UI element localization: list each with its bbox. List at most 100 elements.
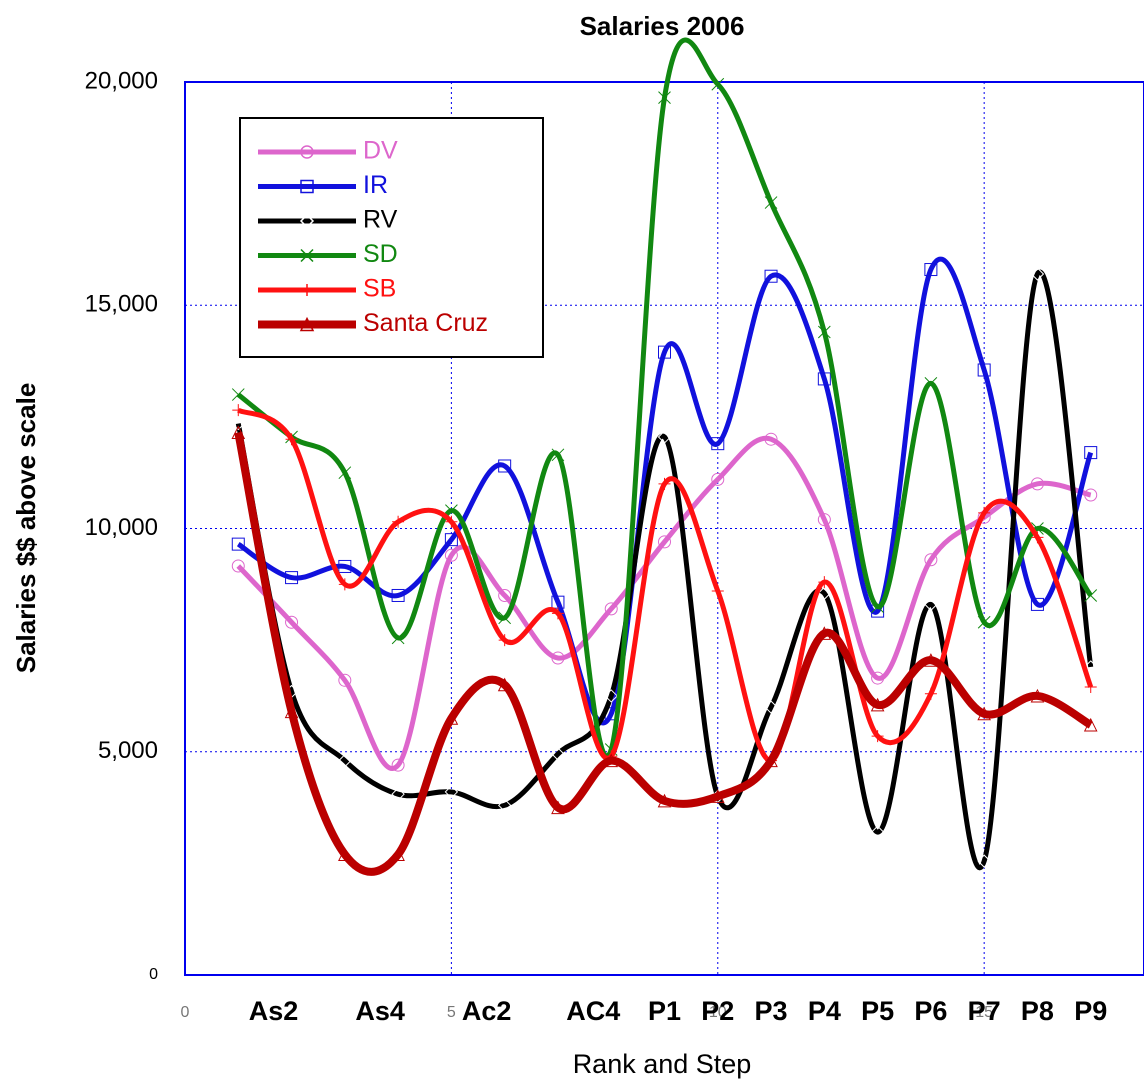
legend-label: IR [363,171,388,199]
marker [551,747,565,761]
marker [817,586,832,600]
marker [338,559,352,573]
marker [498,588,512,602]
x-category-label: P6 [914,996,947,1026]
marker [497,677,512,692]
x-tick-label: 5 [447,1004,456,1021]
marker [924,653,938,667]
marker [299,316,315,332]
series-line [234,431,1093,876]
marker [300,145,314,159]
x-category-label: As2 [249,996,299,1026]
marker [1084,488,1098,502]
marker [232,404,245,417]
legend-label: SB [363,275,396,303]
marker [1030,267,1045,281]
marker [231,425,246,440]
marker [658,535,671,549]
marker [338,753,352,768]
marker [498,634,511,647]
marker [338,466,352,480]
x-category-label: P1 [648,996,681,1026]
marker [924,263,938,277]
marker [711,472,725,486]
legend-label: DV [363,137,398,165]
marker [977,363,991,377]
plot-border [184,81,1144,976]
marker [870,697,885,712]
marker [764,700,778,714]
legend-label: Santa Cruz [363,309,488,337]
marker [764,753,778,768]
marker [338,847,352,861]
marker [444,785,459,799]
marker [444,548,458,562]
marker [231,537,245,551]
legend-box [239,117,544,358]
marker [338,578,351,591]
marker [978,506,991,519]
marker [977,854,991,868]
marker [817,626,832,640]
marker [871,671,885,685]
marker [498,611,512,625]
marker [710,789,725,803]
x-category-label: P7 [968,996,1001,1026]
x-tick-label: 10 [709,1004,727,1021]
y-axis-label: Salaries $$ above scale [11,383,41,674]
marker [1084,446,1098,460]
marker [657,430,672,444]
marker [658,477,671,490]
y-tick-label: 20,000 [85,67,158,94]
marker [231,388,245,401]
x-axis-label: Rank and Step [573,1049,752,1079]
marker [1084,681,1097,694]
marker [1083,717,1098,732]
marker [300,179,314,194]
marker [338,673,352,687]
marker [1030,597,1044,611]
y-tick-label: 5,000 [98,737,158,764]
series-line [237,407,1094,764]
y-tick-label: 10,000 [85,514,158,541]
x-category-label: P9 [1074,996,1107,1026]
marker [1030,688,1045,703]
marker [1084,589,1098,602]
marker [817,372,831,386]
x-category-label: P8 [1021,996,1054,1026]
marker [604,753,619,768]
marker [285,615,299,629]
marker [444,533,458,547]
legend-label: SD [363,240,398,268]
marker [764,269,778,283]
marker [300,248,314,263]
marker [924,553,938,567]
marker [299,213,315,229]
marker [977,706,991,721]
marker [444,711,459,725]
marker [284,704,299,719]
legend-label: RV [363,206,398,234]
marker [764,432,778,446]
marker [391,787,405,801]
x-category-label: P3 [755,996,788,1026]
marker [977,615,991,629]
marker [1031,531,1044,544]
chart-title: Salaries 2006 [580,11,745,41]
marker [551,800,565,815]
y-tick-label: 0 [149,966,158,983]
x-category-label: P4 [808,996,841,1026]
x-category-label: P5 [861,996,894,1026]
marker [391,588,405,602]
marker [498,459,512,473]
marker [604,689,618,703]
marker [711,585,724,598]
marker [391,631,405,645]
marker [604,602,618,616]
marker [497,798,512,813]
marker [871,730,884,743]
marker [711,437,725,451]
marker [391,758,405,772]
marker [231,559,245,573]
